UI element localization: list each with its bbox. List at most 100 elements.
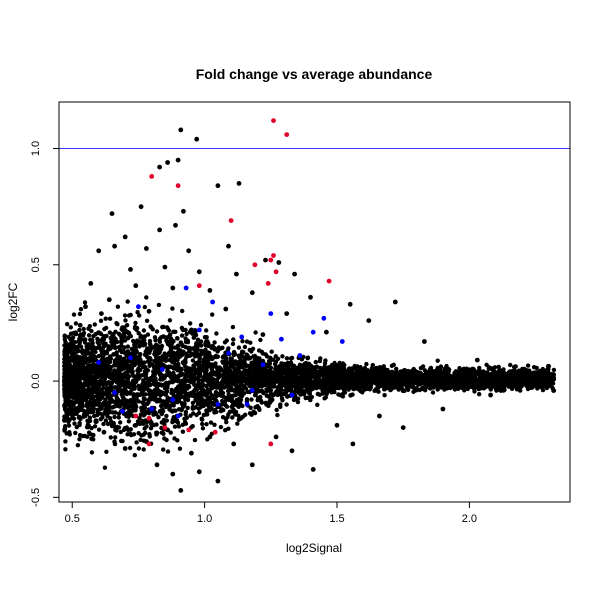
background-point xyxy=(176,379,181,384)
background-point xyxy=(193,332,199,338)
background-point xyxy=(70,385,75,390)
background-point xyxy=(185,374,190,379)
background-point xyxy=(178,393,183,399)
background-point xyxy=(242,357,247,363)
background-point xyxy=(164,389,170,394)
background-point xyxy=(269,375,275,380)
background-point xyxy=(85,366,90,372)
background-point xyxy=(337,360,342,366)
background-point xyxy=(103,418,109,423)
background-point xyxy=(206,350,211,355)
background-point xyxy=(125,376,130,382)
background-point xyxy=(315,402,320,407)
background-point xyxy=(161,447,166,452)
background-point xyxy=(91,369,97,375)
background-point xyxy=(170,306,175,311)
background-point xyxy=(67,341,73,347)
background-point xyxy=(509,386,515,391)
background-point xyxy=(100,363,106,368)
background-point xyxy=(349,366,355,371)
background-point xyxy=(155,347,160,353)
background-point xyxy=(175,336,180,341)
background-point xyxy=(240,403,245,409)
background-point xyxy=(274,407,279,413)
background-point xyxy=(165,449,171,454)
background-point xyxy=(430,390,436,395)
background-point xyxy=(267,398,273,403)
background-point xyxy=(276,367,282,372)
background-point xyxy=(210,343,215,349)
background-point xyxy=(138,367,143,373)
background-point xyxy=(169,337,175,343)
background-point xyxy=(69,412,75,417)
background-point xyxy=(86,430,92,435)
background-point xyxy=(175,420,181,425)
background-point xyxy=(147,434,152,439)
background-point xyxy=(98,318,104,323)
background-point xyxy=(141,373,147,378)
background-point xyxy=(142,334,147,339)
background-point xyxy=(162,351,167,356)
background-point xyxy=(70,371,76,376)
background-point xyxy=(487,378,493,383)
background-point xyxy=(90,396,96,401)
background-point xyxy=(62,343,67,348)
background-point xyxy=(176,352,181,357)
background-point xyxy=(404,376,409,382)
background-point xyxy=(259,400,264,405)
background-point xyxy=(364,361,369,367)
background-point xyxy=(540,369,545,374)
background-point xyxy=(154,422,159,427)
background-point xyxy=(214,331,219,336)
background-point xyxy=(138,335,143,340)
background-point xyxy=(270,380,276,386)
background-point xyxy=(71,341,76,346)
background-point xyxy=(115,424,120,430)
background-point xyxy=(62,426,68,431)
background-point xyxy=(229,363,234,368)
background-point xyxy=(317,358,323,364)
background-point xyxy=(255,398,260,403)
background-point xyxy=(134,440,139,445)
background-point xyxy=(147,355,153,361)
background-point xyxy=(77,437,82,442)
background-point xyxy=(68,325,74,330)
background-point xyxy=(196,360,201,365)
background-point xyxy=(417,387,422,393)
background-point xyxy=(275,412,280,418)
background-point xyxy=(268,391,274,396)
background-point xyxy=(198,398,204,403)
background-point xyxy=(306,361,312,366)
background-point xyxy=(259,349,264,354)
background-point xyxy=(194,384,199,390)
background-point xyxy=(220,398,225,404)
background-point xyxy=(180,372,185,377)
background-point xyxy=(244,339,250,344)
background-point xyxy=(116,331,122,336)
background-point xyxy=(62,362,68,367)
background-point xyxy=(140,364,146,370)
background-point xyxy=(295,396,301,401)
background-point xyxy=(220,407,225,412)
background-point xyxy=(284,366,289,371)
background-point xyxy=(253,392,258,397)
background-point xyxy=(525,383,531,388)
background-point xyxy=(525,363,531,368)
background-point xyxy=(236,345,242,350)
background-point xyxy=(116,411,122,416)
background-point xyxy=(284,356,290,361)
chart-title: Fold change vs average abundance xyxy=(196,66,433,82)
background-point xyxy=(133,354,139,359)
background-point xyxy=(179,325,185,331)
background-point xyxy=(164,325,170,330)
background-point xyxy=(201,412,206,418)
background-point xyxy=(258,375,263,380)
background-point xyxy=(81,397,86,402)
background-point xyxy=(391,362,396,367)
background-point xyxy=(258,337,263,343)
background-point xyxy=(124,400,130,406)
background-point xyxy=(87,395,92,400)
background-point xyxy=(154,357,159,362)
background-point xyxy=(506,374,511,379)
background-point xyxy=(107,316,113,321)
